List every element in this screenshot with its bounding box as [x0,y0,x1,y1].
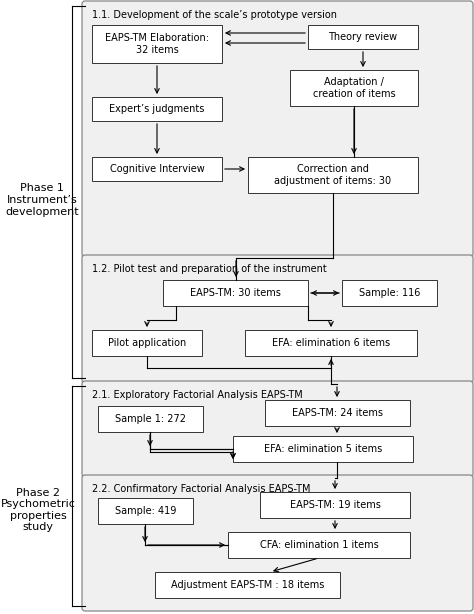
Text: Theory review: Theory review [328,32,398,42]
FancyBboxPatch shape [342,280,437,306]
FancyBboxPatch shape [92,330,202,356]
FancyBboxPatch shape [245,330,417,356]
FancyBboxPatch shape [82,381,473,477]
Text: Sample 1: 272: Sample 1: 272 [115,414,186,424]
FancyBboxPatch shape [260,492,410,518]
Text: Pilot application: Pilot application [108,338,186,348]
FancyBboxPatch shape [248,157,418,193]
Text: 1.2. Pilot test and preparation of the instrument: 1.2. Pilot test and preparation of the i… [92,264,327,274]
FancyBboxPatch shape [92,97,222,121]
FancyBboxPatch shape [308,25,418,49]
FancyBboxPatch shape [98,498,193,524]
Text: Phase 1
Instrument’s
development: Phase 1 Instrument’s development [5,184,79,217]
Text: Sample: 116: Sample: 116 [359,288,420,298]
FancyBboxPatch shape [82,255,473,383]
Text: EAPS-TM Elaboration:
32 items: EAPS-TM Elaboration: 32 items [105,33,209,55]
Text: 2.2. Confirmatory Factorial Analysis EAPS-TM: 2.2. Confirmatory Factorial Analysis EAP… [92,484,310,494]
Text: EFA: elimination 6 items: EFA: elimination 6 items [272,338,390,348]
Text: EFA: elimination 5 items: EFA: elimination 5 items [264,444,382,454]
FancyBboxPatch shape [82,1,473,257]
Text: Expert’s judgments: Expert’s judgments [109,104,205,114]
FancyBboxPatch shape [265,400,410,426]
FancyBboxPatch shape [163,280,308,306]
FancyBboxPatch shape [155,572,340,598]
Text: Cognitive Interview: Cognitive Interview [109,164,204,174]
Text: Sample: 419: Sample: 419 [115,506,176,516]
FancyBboxPatch shape [233,436,413,462]
Text: CFA: elimination 1 items: CFA: elimination 1 items [260,540,378,550]
Text: Phase 2
Psychometric
properties
study: Phase 2 Psychometric properties study [0,488,75,532]
FancyBboxPatch shape [290,70,418,106]
Text: Correction and
adjustment of items: 30: Correction and adjustment of items: 30 [274,164,392,186]
Text: EAPS-TM: 19 items: EAPS-TM: 19 items [290,500,381,510]
Text: Adjustment EAPS-TM : 18 items: Adjustment EAPS-TM : 18 items [171,580,324,590]
Text: 1.1. Development of the scale’s prototype version: 1.1. Development of the scale’s prototyp… [92,10,337,20]
Text: EAPS-TM: 24 items: EAPS-TM: 24 items [292,408,383,418]
Text: EAPS-TM: 30 items: EAPS-TM: 30 items [190,288,281,298]
FancyBboxPatch shape [82,475,473,611]
FancyBboxPatch shape [98,406,203,432]
FancyBboxPatch shape [92,157,222,181]
FancyBboxPatch shape [228,532,410,558]
FancyBboxPatch shape [92,25,222,63]
Text: Adaptation /
creation of items: Adaptation / creation of items [313,77,395,99]
Text: 2.1. Exploratory Factorial Analysis EAPS-TM: 2.1. Exploratory Factorial Analysis EAPS… [92,390,303,400]
